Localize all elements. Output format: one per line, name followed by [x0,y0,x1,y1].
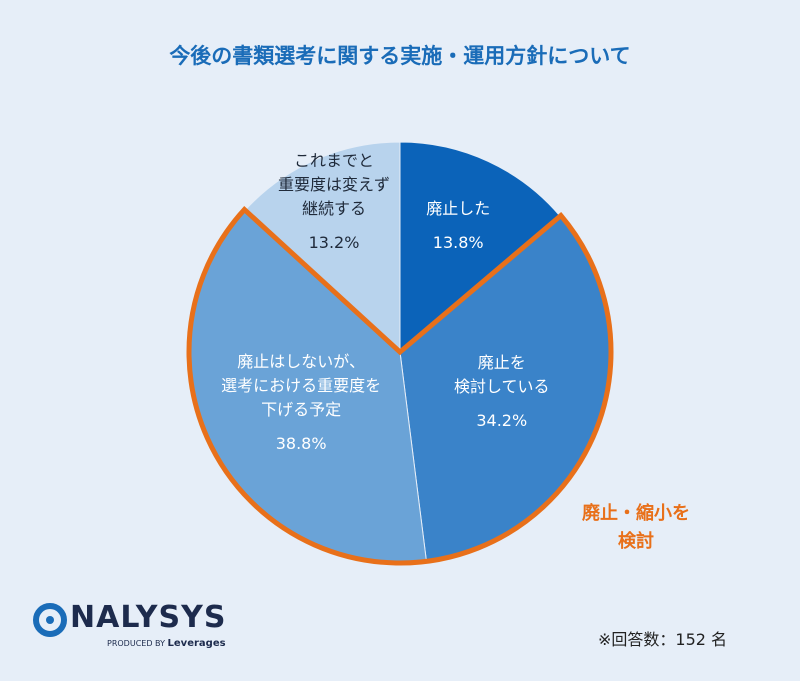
note: ※回答数：152 名 [598,630,728,649]
pie-slice [399,141,561,354]
category-label: これまでと 重要度は変えず 継続する [277,151,391,219]
value-label: 38.8% [275,434,327,454]
brand: NALYSYS [70,600,227,635]
tagline: PRODUCED BY Leverages [107,638,226,649]
company: Leverages [167,638,226,649]
logo-icon [33,603,67,637]
logo-dot [46,616,54,624]
highlight-label: 廃止・縮小を 検討 [582,503,690,552]
value-label: 34.2% [476,410,528,430]
slice-label: 廃止はしないが、 選考における重要度を 下げる予定 38.8% [221,350,381,456]
highlight-outline [186,205,614,566]
value-label: 13.8% [432,233,484,253]
slice-label: これまでと 重要度は変えず 継続する 13.2% [278,149,390,255]
slice-label: 廃止した 13.8% [426,197,490,255]
produced-by: PRODUCED BY [107,639,165,648]
chart-title: 今後の書類選考に関する実施・運用方針について [169,44,631,68]
category-label: 廃止はしないが、 選考における重要度を 下げる予定 [221,352,382,420]
pie-slice [244,141,401,354]
value-label: 13.2% [308,233,360,253]
slice-label: 廃止を 検討している 34.2% [454,351,550,433]
category-label: 廃止を 検討している [454,352,550,396]
category-label: 廃止した [426,199,491,219]
